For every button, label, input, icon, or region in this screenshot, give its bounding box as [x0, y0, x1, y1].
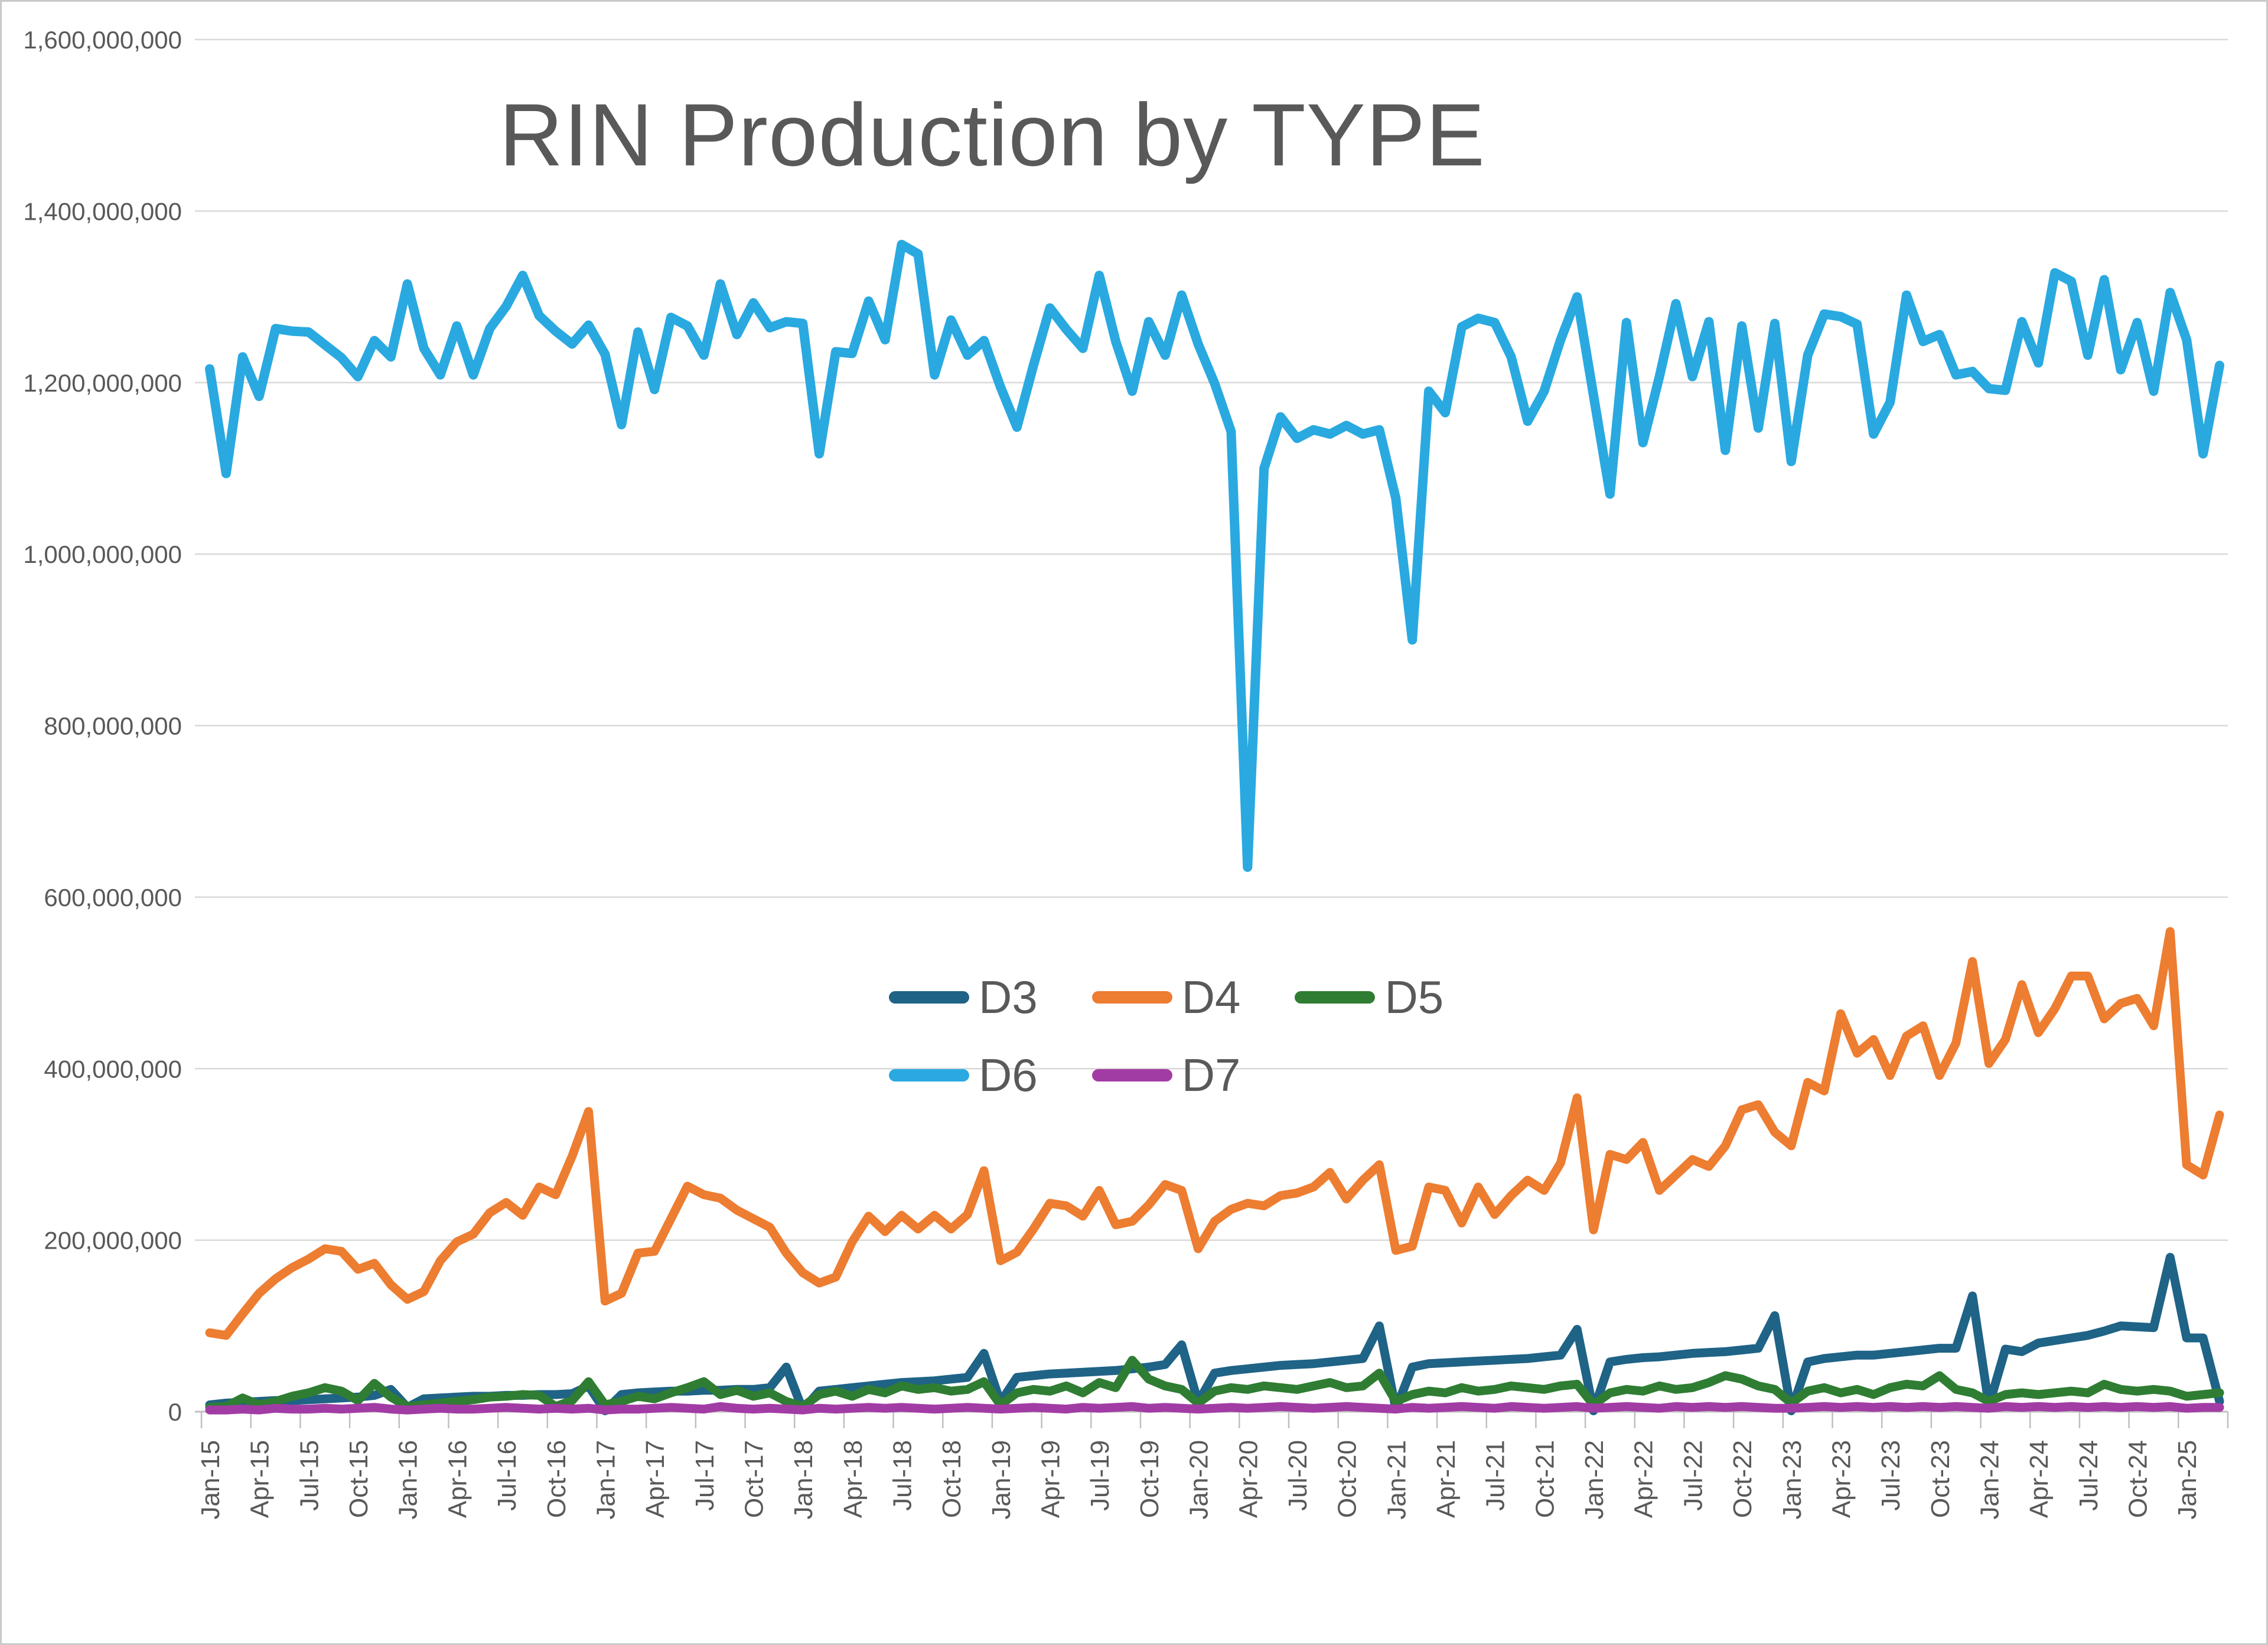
legend-label-D6: D6 — [979, 1049, 1038, 1101]
legend-label-D3: D3 — [979, 971, 1038, 1023]
x-axis-label: Jul-19 — [1086, 1440, 1115, 1511]
y-axis-label: 1,200,000,000 — [23, 369, 182, 397]
legend-swatch-D4 — [1091, 991, 1172, 1004]
x-axis-label: Jul-23 — [1876, 1440, 1905, 1511]
y-axis-label: 1,600,000,000 — [23, 26, 182, 54]
legend-swatch-D7 — [1091, 1069, 1172, 1082]
legend-item-D3: D3 — [889, 970, 1038, 1024]
x-axis-label: Apr-20 — [1234, 1440, 1263, 1518]
legend-swatch-D6 — [889, 1069, 969, 1082]
y-axis-label: 200,000,000 — [44, 1227, 182, 1255]
x-axis-label: Jan-24 — [1975, 1440, 2004, 1520]
x-axis-label: Oct-24 — [2124, 1440, 2153, 1518]
x-axis-label: Jul-18 — [888, 1440, 917, 1511]
x-axis-label: Jan-17 — [591, 1440, 620, 1520]
x-axis-label: Apr-21 — [1432, 1440, 1461, 1518]
legend-swatch-D3 — [889, 991, 969, 1004]
x-axis-label: Apr-24 — [2025, 1440, 2054, 1518]
x-axis-label: Jan-15 — [196, 1440, 225, 1520]
x-axis-label: Apr-15 — [246, 1440, 275, 1518]
x-axis-label: Oct-16 — [542, 1440, 571, 1518]
series-line-D5 — [205, 1356, 2224, 1412]
x-axis-label: Oct-17 — [739, 1440, 768, 1518]
x-axis-label: Oct-19 — [1135, 1440, 1164, 1518]
legend-label-D4: D4 — [1181, 971, 1241, 1023]
x-axis-label: Oct-15 — [344, 1440, 373, 1518]
x-axis-label: Oct-20 — [1333, 1440, 1362, 1518]
legend-label-D5: D5 — [1384, 971, 1444, 1023]
series-line-D4 — [205, 927, 2224, 1340]
x-axis-label: Oct-21 — [1530, 1440, 1559, 1518]
legend-item-D6: D6 — [889, 1048, 1038, 1102]
series-line-D6 — [205, 240, 2224, 872]
x-axis-label: Jul-16 — [493, 1440, 522, 1511]
legend-swatch-D5 — [1295, 991, 1376, 1004]
x-axis-label: Apr-17 — [641, 1440, 670, 1518]
x-axis-label: Jul-15 — [295, 1440, 324, 1511]
x-axis-label: Jul-21 — [1481, 1440, 1510, 1511]
x-axis-label: Oct-22 — [1728, 1440, 1757, 1518]
x-axis-label: Jan-18 — [789, 1440, 818, 1520]
x-axis-label: Jul-22 — [1679, 1440, 1707, 1511]
y-axis-label: 800,000,000 — [44, 712, 182, 740]
y-axis-label: 1,400,000,000 — [23, 197, 182, 225]
legend-item-D7: D7 — [1091, 1048, 1241, 1102]
x-axis-label: Jul-24 — [2074, 1440, 2103, 1511]
x-axis-label: Oct-23 — [1926, 1440, 1955, 1518]
y-axis-label: 0 — [168, 1398, 182, 1426]
x-axis-label: Apr-18 — [839, 1440, 868, 1518]
x-axis-label: Jan-19 — [987, 1440, 1016, 1520]
series-line-D7 — [205, 1402, 2224, 1415]
legend-item-D5: D5 — [1295, 970, 1443, 1024]
y-axis-label: 1,000,000,000 — [23, 540, 182, 568]
x-axis-label: Jan-20 — [1185, 1440, 1214, 1520]
x-axis-label: Jan-16 — [394, 1440, 423, 1520]
x-axis-label: Jul-20 — [1283, 1440, 1312, 1511]
x-axis-label: Jan-22 — [1580, 1440, 1609, 1520]
chart-legend: D3 D4 D5 D6 D7 — [889, 970, 1574, 1102]
x-axis-label: Apr-22 — [1630, 1440, 1658, 1518]
y-axis-label: 400,000,000 — [44, 1055, 182, 1083]
x-axis-label: Jan-23 — [1778, 1440, 1807, 1520]
x-axis-label: Apr-19 — [1037, 1440, 1065, 1518]
x-axis-label: Apr-23 — [1827, 1440, 1856, 1518]
x-axis-label: Jan-21 — [1382, 1440, 1411, 1520]
x-axis-label: Jul-17 — [690, 1440, 719, 1511]
legend-label-D7: D7 — [1181, 1049, 1241, 1101]
x-axis-label: Oct-18 — [937, 1440, 966, 1518]
legend-item-D4: D4 — [1091, 970, 1241, 1024]
y-axis-label: 600,000,000 — [44, 884, 182, 911]
x-axis-label: Jan-25 — [2173, 1440, 2202, 1520]
x-axis-label: Apr-16 — [443, 1440, 472, 1518]
chart-title: RIN Production by TYPE — [499, 85, 1485, 184]
